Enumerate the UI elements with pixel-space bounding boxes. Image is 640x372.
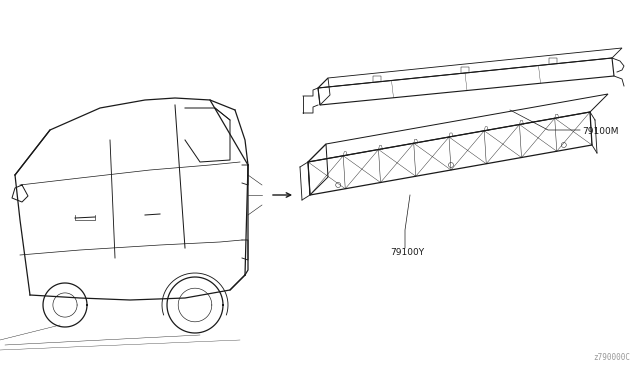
Text: z790000C: z790000C <box>593 353 630 362</box>
Text: 79100M: 79100M <box>582 126 618 135</box>
Text: 79100Y: 79100Y <box>390 247 424 257</box>
